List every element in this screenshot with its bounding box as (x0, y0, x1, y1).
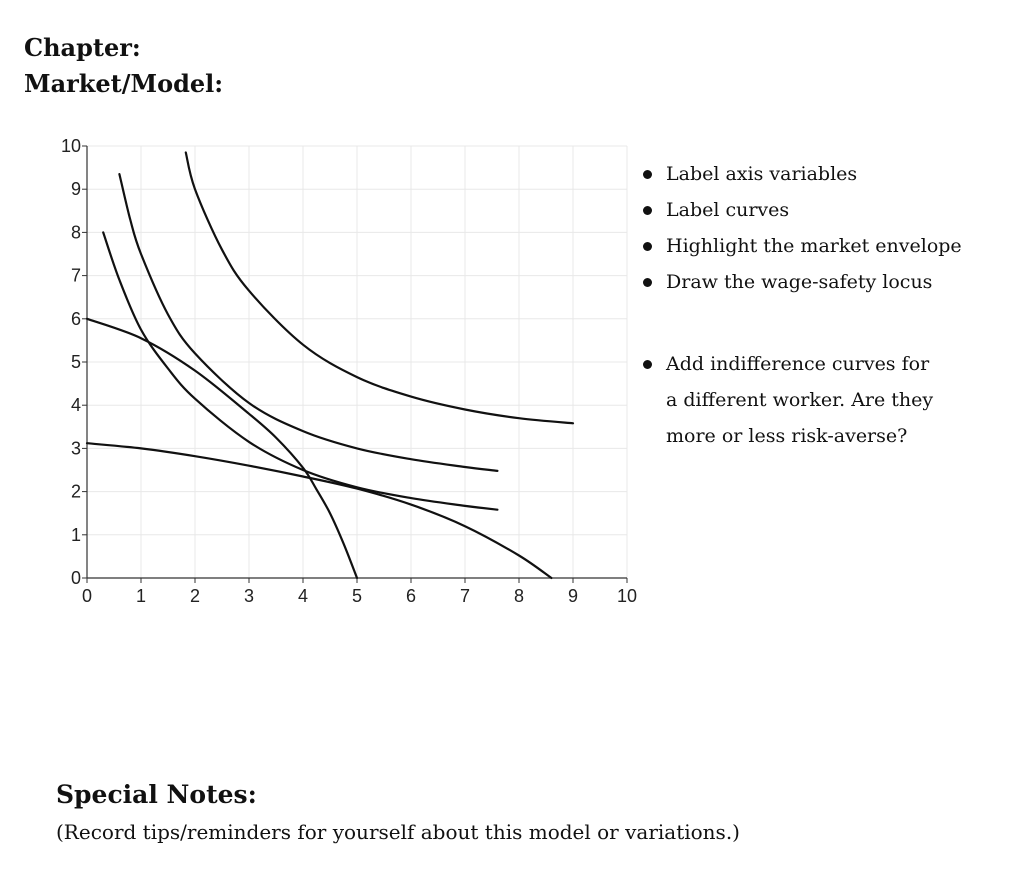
instruction-text: more or less risk-averse? (666, 425, 908, 447)
y-tick-label: 7 (71, 266, 81, 286)
curve-line (184, 151, 575, 425)
curve-line (118, 173, 499, 472)
instruction-text: Add indifference curves for (666, 353, 930, 375)
x-tick-label: 6 (406, 586, 416, 606)
x-tick-label: 9 (568, 586, 578, 606)
instruction-text: Highlight the market envelope (666, 235, 962, 257)
special-notes-text: (Record tips/reminders for yourself abou… (56, 820, 740, 844)
y-tick-label: 0 (71, 568, 81, 588)
y-tick-label: 4 (71, 395, 81, 415)
y-tick-label: 9 (71, 179, 81, 199)
instruction-text: Label curves (666, 199, 790, 221)
instruction-text: a different worker. Are they (666, 389, 934, 411)
instruction-item: Highlight the market envelope (640, 228, 1020, 264)
market-model-heading: Market/Model: (24, 69, 224, 98)
instruction-item: Label curves (640, 192, 1020, 228)
y-tick-label: 3 (71, 438, 81, 458)
instruction-item: Draw the wage-safety locus (640, 264, 1020, 300)
y-tick-label: 5 (71, 352, 81, 372)
x-tick-label: 5 (352, 586, 362, 606)
y-tick-label: 8 (71, 222, 81, 242)
curve-line (102, 231, 499, 511)
curve-line (85, 317, 359, 580)
x-tick-label: 3 (244, 586, 254, 606)
x-tick-label: 2 (190, 586, 200, 606)
x-tick-label: 1 (136, 586, 146, 606)
instruction-text: Draw the wage-safety locus (666, 271, 933, 293)
x-tick-label: 7 (460, 586, 470, 606)
x-tick-label: 10 (617, 586, 637, 606)
y-tick-label: 6 (71, 309, 81, 329)
x-tick-label: 4 (298, 586, 308, 606)
instruction-item: Add indifference curves for a different w… (640, 346, 1020, 454)
chart-grid (86, 145, 628, 579)
y-tick-label: 2 (71, 482, 81, 502)
special-notes-title: Special Notes: (56, 780, 257, 809)
x-tick-label: 0 (82, 586, 92, 606)
instruction-list: Label axis variables Label curves Highligh… (640, 156, 1020, 454)
instruction-text: Label axis variables (666, 163, 858, 185)
x-tick-label: 8 (514, 586, 524, 606)
instruction-item: Label axis variables (640, 156, 1020, 192)
y-tick-label: 1 (71, 525, 81, 545)
curve-line (85, 442, 553, 580)
y-tick-label: 10 (61, 136, 81, 156)
chart-curves (85, 151, 575, 580)
chart-axes: 0 1 2 3 4 5 6 7 8 9 10 0 1 2 3 4 5 6 7 8 9 10 (61, 136, 637, 606)
chapter-heading: Chapter: (24, 33, 141, 62)
